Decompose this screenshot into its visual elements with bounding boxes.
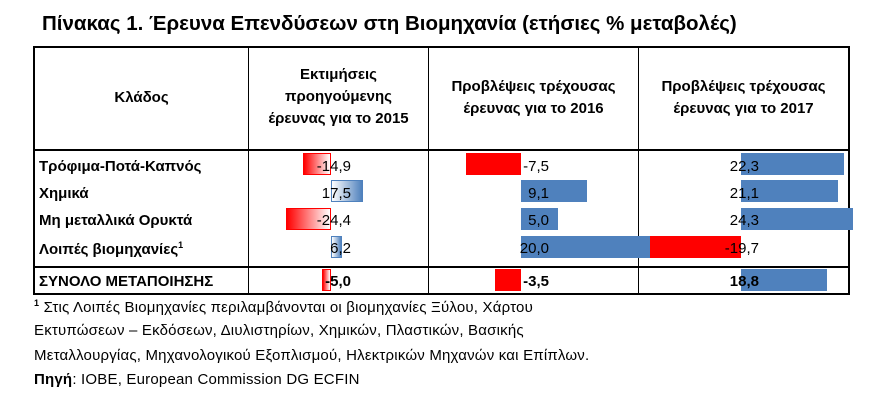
header-2015-line2: προηγούμενης <box>285 88 392 105</box>
value-total-2015: -5,0 <box>325 273 351 290</box>
footnote-line-1: 1 Στις Λοιπές Βιομηχανίες περιλαμβάνοντα… <box>34 298 533 316</box>
value-min-2017: 24,3 <box>729 212 759 229</box>
row-label-chemicals: Χημικά <box>39 185 89 202</box>
bar-min-2016 <box>521 208 558 230</box>
header-2016-line1: Προβλέψεις τρέχουσας <box>451 78 616 95</box>
header-bottom-border <box>33 149 850 151</box>
bar-chem-2017 <box>741 180 839 202</box>
bar-total-2015 <box>321 269 331 291</box>
bar-min-2015 <box>285 208 331 230</box>
value-other-2017: -19,7 <box>724 240 759 257</box>
value-min-2016: 5,0 <box>528 212 549 229</box>
footnote-line-1-marker: 1 <box>34 298 40 308</box>
value-chem-2016: 9,1 <box>528 185 549 202</box>
bar-other-2015 <box>331 236 343 258</box>
bar-min-2017 <box>741 208 853 230</box>
table-border-left <box>33 46 35 295</box>
footnote-marker: 1 <box>178 240 184 250</box>
value-food-2016: -7,5 <box>523 158 549 175</box>
value-total-2016: -3,5 <box>523 273 549 290</box>
header-2016-line2: έρευνας για το 2016 <box>463 100 604 117</box>
bar-other-2017 <box>650 236 741 258</box>
footnote-line-2: Εκτυπώσεων – Εκδόσεων, Διυλιστηρίων, Χημ… <box>34 322 524 339</box>
bar-chem-2015 <box>331 180 364 202</box>
source-line: Πηγή: IOBE, European Commission DG ECFIN <box>34 371 360 388</box>
table-border-bottom <box>33 293 850 295</box>
bar-food-2017 <box>741 153 844 175</box>
bar-total-2017 <box>741 269 828 291</box>
bar-total-2016 <box>495 269 521 291</box>
col2016-divider <box>638 46 639 295</box>
value-other-2015: 6,2 <box>330 240 351 257</box>
header-2015-line1: Εκτιμήσεις <box>300 66 377 83</box>
header-2015-line3: έρευνας για το 2015 <box>268 110 409 127</box>
row-label-other-text: Λοιπές βιομηχανίες <box>39 241 179 258</box>
value-chem-2017: 21,1 <box>729 185 759 202</box>
value-food-2015: -14,9 <box>316 158 351 175</box>
bar-food-2016 <box>466 153 521 175</box>
header-2016: Προβλέψεις τρέχουσας έρευνας για το 2016 <box>429 76 638 120</box>
value-total-2017: 18,8 <box>729 273 759 290</box>
header-2017-line1: Προβλέψεις τρέχουσας <box>661 78 826 95</box>
table-border-top <box>33 46 850 48</box>
table-border-right <box>848 46 850 295</box>
source-text: : IOBE, European Commission DG ECFIN <box>72 371 360 388</box>
col2015-divider <box>428 46 429 295</box>
row-label-total: ΣΥΝΟΛΟ ΜΕΤΑΠΟΙΗΣΗΣ <box>39 273 214 290</box>
value-min-2015: -24,4 <box>316 212 351 229</box>
footnote-line-3: Μεταλλουργίας, Μηχανολογικού Εξοπλισμού,… <box>34 347 590 364</box>
table-title: Πίνακας 1. Έρευνα Επενδύσεων στη Βιομηχα… <box>42 12 737 35</box>
sector-column-divider <box>248 46 249 295</box>
footnote-line-1-text: Στις Λοιπές Βιομηχανίες περιλαμβάνονται … <box>39 299 533 316</box>
source-label: Πηγή <box>34 371 73 388</box>
total-top-border <box>33 266 850 268</box>
row-label-food: Τρόφιμα-Ποτά-Καπνός <box>39 158 202 175</box>
header-2017: Προβλέψεις τρέχουσας έρευνας για το 2017 <box>639 76 848 120</box>
bar-food-2015 <box>303 153 331 175</box>
row-label-minerals: Μη μεταλλικά Ορυκτά <box>39 212 193 229</box>
row-label-other: Λοιπές βιομηχανίες1 <box>39 240 183 258</box>
header-2017-line2: έρευνας για το 2017 <box>673 100 814 117</box>
investment-table: Κλάδος Εκτιμήσεις προηγούμενης έρευνας γ… <box>33 46 853 296</box>
value-chem-2015: 17,5 <box>321 185 351 202</box>
header-sector: Κλάδος <box>114 89 169 106</box>
bar-chem-2016 <box>521 180 588 202</box>
value-other-2016: 20,0 <box>519 240 549 257</box>
header-2015: Εκτιμήσεις προηγούμενης έρευνας για το 2… <box>249 64 428 130</box>
value-food-2017: 22,3 <box>729 158 759 175</box>
